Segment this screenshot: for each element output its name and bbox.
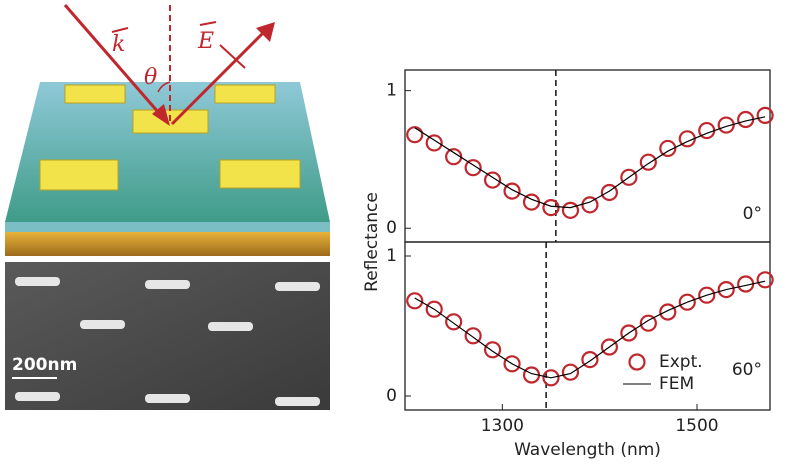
expt-point bbox=[600, 183, 619, 202]
fem-line bbox=[414, 116, 766, 209]
expt-point bbox=[581, 196, 599, 214]
y-tick-label: 1 bbox=[386, 81, 397, 101]
expt-point bbox=[620, 168, 638, 186]
expt-point bbox=[406, 126, 424, 144]
expt-point bbox=[561, 201, 580, 219]
field-label: E bbox=[197, 29, 214, 54]
expt-point bbox=[464, 327, 482, 345]
expt-point bbox=[659, 303, 677, 321]
expt-point bbox=[484, 171, 502, 189]
beam-arrows bbox=[63, 4, 275, 126]
expt-point bbox=[659, 139, 677, 158]
expt-point bbox=[445, 148, 463, 166]
expt-point bbox=[503, 355, 521, 373]
y-tick-label: 0 bbox=[386, 218, 397, 238]
expt-point bbox=[503, 182, 521, 200]
expt-point bbox=[464, 159, 482, 177]
expt-point bbox=[561, 363, 580, 381]
y-axis-label: Reflectance bbox=[362, 192, 382, 292]
expt-point bbox=[484, 341, 502, 359]
expt-point bbox=[542, 369, 560, 387]
legend-label: Expt. bbox=[659, 352, 703, 372]
expt-point bbox=[542, 199, 560, 217]
angle-arc bbox=[157, 81, 171, 93]
legend-marker bbox=[628, 353, 646, 371]
sem-bars bbox=[15, 277, 320, 406]
illustration: 200nm k E θ bbox=[5, 4, 330, 410]
angle-annotation: 60° bbox=[732, 360, 762, 380]
expt-point bbox=[639, 314, 657, 332]
y-tick-label: 1 bbox=[386, 246, 397, 266]
fem-line bbox=[414, 280, 766, 379]
wavevector-label: k bbox=[112, 32, 125, 57]
expt-point bbox=[717, 116, 735, 134]
expt-point bbox=[425, 134, 443, 152]
expt-point bbox=[406, 292, 424, 310]
gold-pads bbox=[39, 84, 301, 191]
gold-layer bbox=[5, 232, 330, 256]
expt-point bbox=[600, 338, 619, 356]
plot-frame bbox=[404, 241, 771, 411]
substrate-top bbox=[5, 82, 330, 222]
expt-point bbox=[639, 153, 657, 171]
expt-point bbox=[717, 281, 735, 299]
angle-label: θ bbox=[144, 65, 157, 90]
angle-annotation: 0° bbox=[743, 204, 762, 224]
x-tick-label: 1300 bbox=[481, 416, 524, 436]
expt-point bbox=[620, 324, 638, 342]
expt-point bbox=[756, 106, 774, 125]
expt-point bbox=[445, 313, 463, 331]
x-axis-label: Wavelength (nm) bbox=[514, 440, 661, 460]
expt-point bbox=[581, 351, 599, 369]
y-tick-label: 0 bbox=[386, 386, 397, 406]
dielectric-layer bbox=[5, 222, 330, 232]
expt-point bbox=[756, 271, 774, 289]
scale-bar-label: 200nm bbox=[12, 355, 77, 375]
expt-point bbox=[678, 293, 696, 311]
x-tick-label: 1500 bbox=[675, 416, 718, 436]
expt-point bbox=[698, 286, 716, 304]
legend-label: FEM bbox=[659, 374, 694, 394]
expt-point bbox=[425, 300, 443, 318]
